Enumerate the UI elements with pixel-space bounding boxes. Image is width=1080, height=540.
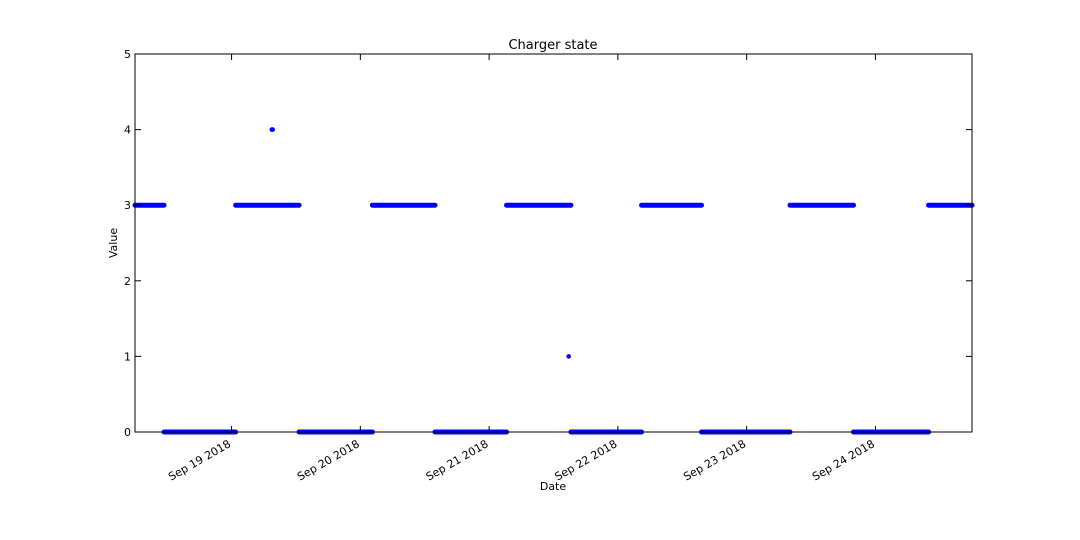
- chart-title: Charger state: [508, 38, 597, 53]
- y-axis-title: Value: [107, 228, 120, 258]
- y-tick-label: 1: [124, 350, 131, 363]
- plot-frame: [134, 53, 973, 433]
- y-tick-label: 3: [124, 199, 131, 212]
- data-point-1: [270, 127, 276, 132]
- data-point-2: [566, 354, 572, 359]
- y-tick-label: 5: [124, 48, 131, 61]
- y-tick-label: 2: [124, 275, 131, 288]
- x-axis-title: Date: [540, 480, 567, 493]
- y-tick-label: 0: [124, 426, 131, 439]
- y-tick-label: 4: [124, 124, 131, 137]
